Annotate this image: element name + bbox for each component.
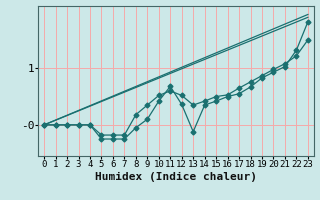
- X-axis label: Humidex (Indice chaleur): Humidex (Indice chaleur): [95, 172, 257, 182]
